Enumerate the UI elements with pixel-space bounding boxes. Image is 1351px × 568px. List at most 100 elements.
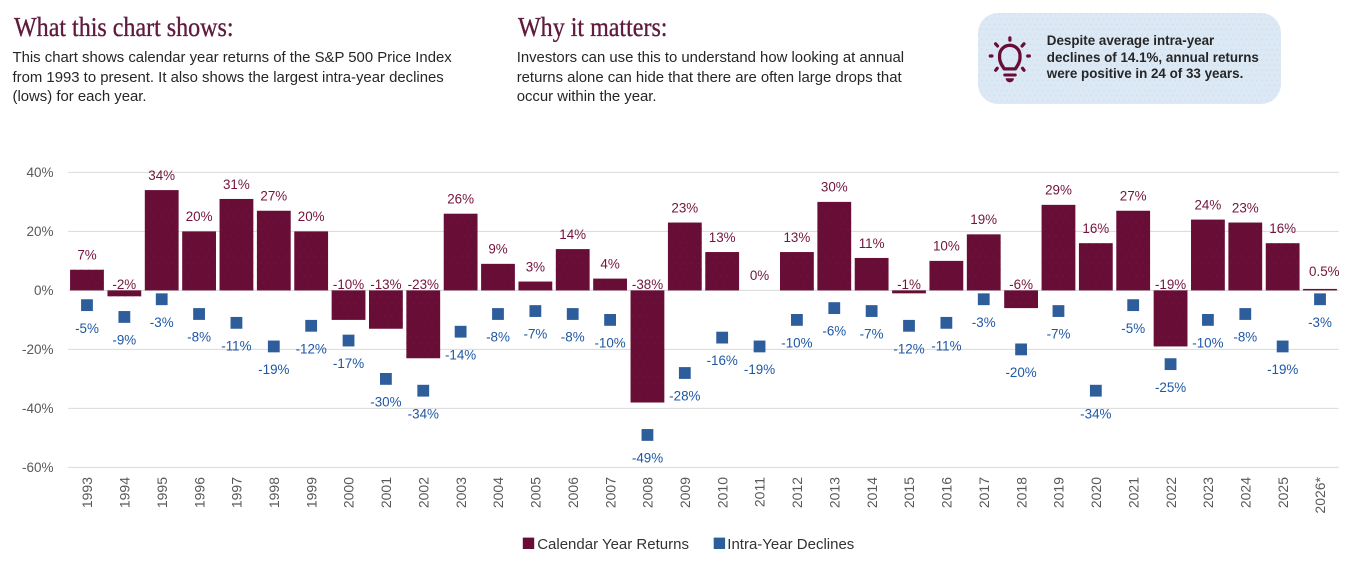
svg-text:Calendar Year Returns: Calendar Year Returns — [537, 536, 689, 553]
svg-text:-20%: -20% — [22, 342, 54, 357]
svg-text:0%: 0% — [34, 283, 54, 298]
svg-text:26%: 26% — [447, 192, 474, 207]
svg-text:-28%: -28% — [669, 389, 700, 404]
svg-text:20%: 20% — [298, 209, 325, 224]
svg-text:-19%: -19% — [258, 362, 289, 377]
svg-text:2024: 2024 — [1238, 477, 1254, 508]
svg-text:2020: 2020 — [1088, 477, 1104, 508]
svg-text:2009: 2009 — [677, 477, 693, 508]
svg-text:-11%: -11% — [931, 338, 961, 353]
svg-text:14%: 14% — [559, 227, 586, 242]
svg-text:2006: 2006 — [565, 477, 581, 508]
svg-text:2002: 2002 — [416, 477, 432, 508]
svg-text:-19%: -19% — [1267, 362, 1298, 377]
svg-text:-8%: -8% — [1233, 330, 1257, 345]
svg-text:2000: 2000 — [341, 477, 357, 508]
svg-text:-2%: -2% — [112, 277, 136, 292]
svg-text:Intra-Year Declines: Intra-Year Declines — [727, 536, 854, 553]
svg-text:-7%: -7% — [523, 327, 547, 342]
svg-text:2019: 2019 — [1051, 477, 1067, 508]
svg-text:2023: 2023 — [1200, 477, 1216, 508]
svg-text:1998: 1998 — [266, 477, 282, 508]
svg-text:-7%: -7% — [1047, 327, 1071, 342]
svg-text:2010: 2010 — [714, 477, 730, 508]
svg-text:-12%: -12% — [296, 341, 327, 356]
svg-text:-16%: -16% — [707, 353, 738, 368]
svg-text:-14%: -14% — [445, 347, 476, 362]
svg-text:3%: 3% — [526, 259, 545, 274]
svg-text:-3%: -3% — [972, 315, 996, 330]
svg-text:2017: 2017 — [976, 477, 992, 508]
svg-text:-34%: -34% — [408, 406, 439, 421]
svg-text:1994: 1994 — [117, 477, 133, 508]
svg-text:-49%: -49% — [632, 451, 663, 466]
svg-text:40%: 40% — [26, 165, 53, 180]
svg-text:-10%: -10% — [594, 336, 625, 351]
svg-text:-23%: -23% — [408, 277, 439, 292]
svg-text:-38%: -38% — [632, 277, 663, 292]
svg-text:27%: 27% — [1120, 189, 1147, 204]
svg-text:30%: 30% — [821, 180, 848, 195]
svg-text:7%: 7% — [77, 248, 96, 263]
svg-text:-19%: -19% — [1155, 277, 1186, 292]
svg-text:2005: 2005 — [528, 477, 544, 508]
svg-text:13%: 13% — [709, 230, 736, 245]
svg-text:-13%: -13% — [370, 277, 401, 292]
svg-text:-9%: -9% — [112, 333, 136, 348]
svg-text:-20%: -20% — [1005, 365, 1036, 380]
svg-text:-40%: -40% — [22, 401, 54, 416]
svg-text:10%: 10% — [933, 239, 960, 254]
svg-text:2007: 2007 — [602, 477, 618, 508]
svg-text:2014: 2014 — [864, 477, 880, 508]
svg-text:2025: 2025 — [1275, 477, 1291, 508]
svg-text:2008: 2008 — [640, 477, 656, 508]
svg-text:34%: 34% — [148, 168, 175, 183]
svg-text:4%: 4% — [600, 256, 619, 271]
svg-text:1993: 1993 — [79, 477, 95, 508]
svg-text:2004: 2004 — [490, 477, 506, 508]
svg-text:-10%: -10% — [333, 277, 364, 292]
svg-text:1995: 1995 — [154, 477, 170, 508]
svg-text:-5%: -5% — [75, 321, 99, 336]
svg-text:16%: 16% — [1269, 221, 1296, 236]
svg-text:29%: 29% — [1045, 183, 1072, 198]
svg-text:-8%: -8% — [187, 330, 211, 345]
svg-text:0.5%: 0.5% — [1309, 264, 1340, 279]
svg-text:9%: 9% — [488, 242, 507, 257]
svg-text:19%: 19% — [970, 212, 997, 227]
svg-text:-6%: -6% — [1009, 277, 1033, 292]
svg-text:27%: 27% — [260, 189, 287, 204]
svg-text:-12%: -12% — [893, 341, 924, 356]
svg-text:13%: 13% — [783, 230, 810, 245]
svg-text:-1%: -1% — [897, 277, 921, 292]
svg-text:-25%: -25% — [1155, 380, 1186, 395]
svg-text:-3%: -3% — [150, 315, 174, 330]
svg-text:24%: 24% — [1194, 197, 1221, 212]
svg-text:-30%: -30% — [370, 395, 401, 410]
svg-text:-8%: -8% — [561, 330, 585, 345]
svg-text:-3%: -3% — [1308, 315, 1332, 330]
svg-text:0%: 0% — [750, 268, 769, 283]
svg-text:2022: 2022 — [1163, 477, 1179, 508]
svg-text:-10%: -10% — [781, 336, 812, 351]
svg-text:23%: 23% — [671, 200, 698, 215]
svg-text:-17%: -17% — [333, 356, 364, 371]
svg-text:2018: 2018 — [1013, 477, 1029, 508]
svg-text:2003: 2003 — [453, 477, 469, 508]
svg-text:31%: 31% — [223, 177, 250, 192]
svg-text:1996: 1996 — [191, 477, 207, 508]
svg-text:23%: 23% — [1232, 200, 1259, 215]
svg-text:2026*: 2026* — [1312, 476, 1328, 513]
svg-text:-7%: -7% — [860, 327, 884, 342]
svg-text:2021: 2021 — [1125, 477, 1141, 508]
svg-text:2001: 2001 — [378, 477, 394, 508]
svg-text:16%: 16% — [1082, 221, 1109, 236]
svg-text:-19%: -19% — [744, 362, 775, 377]
svg-text:-11%: -11% — [221, 338, 251, 353]
svg-text:2012: 2012 — [789, 477, 805, 508]
svg-text:11%: 11% — [859, 236, 885, 251]
svg-text:2016: 2016 — [939, 477, 955, 508]
svg-text:-60%: -60% — [22, 460, 54, 475]
svg-text:1999: 1999 — [303, 477, 319, 508]
svg-text:2011: 2011 — [752, 477, 768, 507]
